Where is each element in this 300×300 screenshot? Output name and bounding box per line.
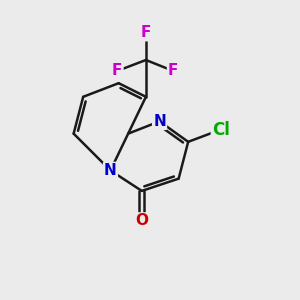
Text: F: F: [112, 63, 122, 78]
Text: F: F: [168, 63, 178, 78]
Text: O: O: [135, 213, 148, 228]
Text: F: F: [141, 25, 151, 40]
Text: N: N: [104, 163, 117, 178]
Text: N: N: [153, 114, 166, 129]
Text: Cl: Cl: [212, 121, 230, 139]
